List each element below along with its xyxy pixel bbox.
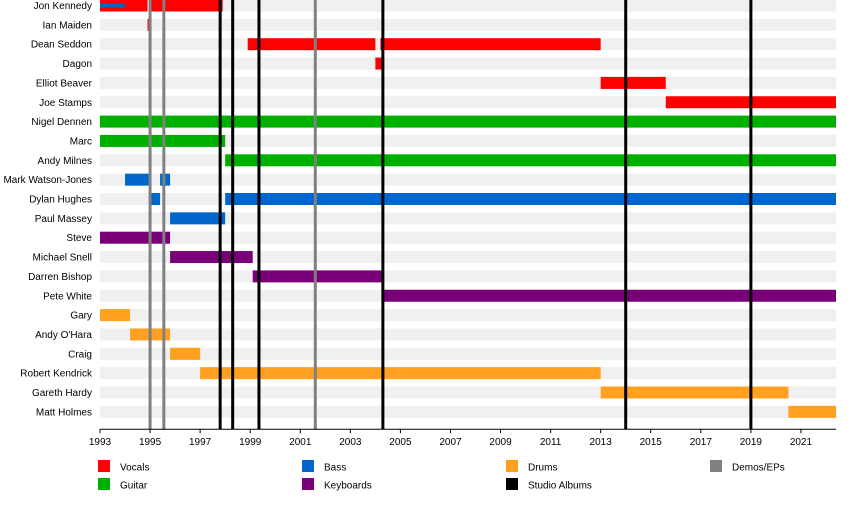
x-tick-label: 2021	[790, 437, 813, 448]
x-tick-label: 2013	[590, 437, 613, 448]
member-label: Marc	[70, 136, 92, 147]
row-band	[100, 328, 836, 341]
keyboards-legend-swatch	[302, 478, 314, 490]
row-band	[100, 173, 836, 186]
member-label: Gary	[70, 311, 92, 322]
row-bands	[100, 0, 836, 418]
x-tick-label: 2001	[289, 437, 312, 448]
bass-bar	[100, 3, 126, 8]
row-band	[100, 134, 836, 147]
row-band	[100, 309, 836, 322]
member-label: Pete White	[43, 291, 92, 302]
member-label: Craig	[68, 349, 92, 360]
member-label: Michael Snell	[33, 253, 92, 264]
bass-bar	[225, 193, 837, 205]
bass-legend-swatch	[302, 460, 314, 472]
vocals-bar	[600, 76, 666, 89]
member-labels: Jon Kennedy Ian Maiden Dean Seddon Dagon Ell…	[3, 1, 93, 418]
row-band	[100, 96, 836, 109]
keyboards-legend-label: Keyboards	[324, 481, 372, 492]
vocals-legend-swatch	[98, 460, 110, 472]
row-band	[100, 212, 836, 225]
vocals-bar	[375, 57, 382, 70]
member-label: Paul Massey	[35, 214, 92, 225]
guitar-legend-swatch	[98, 478, 110, 490]
drums-bar	[100, 309, 131, 322]
keyboards-bar	[170, 251, 253, 264]
member-label: Gareth Hardy	[32, 388, 92, 399]
member-label: Elliot Beaver	[36, 78, 93, 89]
row-band	[100, 347, 836, 360]
member-label: Mark Watson-Jones	[3, 175, 92, 186]
x-tick-label: 2007	[439, 437, 462, 448]
keyboards-bar	[100, 231, 171, 244]
x-tick-label: 2005	[389, 437, 412, 448]
member-label: Ian Maiden	[43, 20, 92, 31]
keyboards-bar	[382, 289, 836, 302]
row-band	[100, 251, 836, 264]
bass-bar	[170, 212, 226, 225]
row-band	[100, 18, 836, 31]
row-band	[100, 76, 836, 89]
row-band	[100, 270, 836, 283]
studio-legend-label: Studio Albums	[528, 481, 592, 492]
member-label: Darren Bishop	[28, 272, 92, 283]
x-tick-label: 2019	[740, 437, 763, 448]
drums-bar	[200, 367, 601, 380]
row-band	[100, 0, 836, 12]
x-tick-label: 2003	[339, 437, 362, 448]
x-tick-label: 1993	[89, 437, 112, 448]
demos-legend-swatch	[710, 460, 722, 472]
x-tick-label: 1995	[139, 437, 162, 448]
member-label: Dylan Hughes	[29, 195, 92, 206]
x-axis: 1993 1995 1997 1999 2001 2003 2005 2007 2009 2011…	[89, 428, 836, 448]
member-label: Dean Seddon	[31, 40, 92, 51]
x-tick-label: 2009	[489, 437, 512, 448]
row-band	[100, 405, 836, 418]
bass-bar	[150, 193, 161, 205]
demos-legend-label: Demos/EPs	[732, 463, 785, 474]
row-band	[100, 231, 836, 244]
member-label: Dagon	[63, 59, 92, 70]
x-tick-label: 2011	[540, 437, 562, 448]
member-label: Andy O'Hara	[35, 330, 92, 341]
member-label: Nigel Dennen	[31, 117, 92, 128]
drums-bar	[170, 347, 201, 360]
row-band	[100, 57, 836, 70]
member-label: Steve	[66, 233, 92, 244]
guitar-bar	[225, 154, 837, 167]
drums-legend-swatch	[506, 460, 518, 472]
studio-legend-swatch	[506, 478, 518, 490]
drums-bar	[600, 386, 789, 399]
member-label: Joe Stamps	[39, 98, 92, 109]
member-label: Matt Holmes	[36, 407, 92, 418]
legend: Vocals Guitar Bass Keyboards Drums Studio Alb…	[98, 460, 785, 492]
vocals-bar	[150, 0, 223, 12]
x-tick-label: 2015	[640, 437, 663, 448]
guitar-bar	[100, 115, 836, 128]
x-tick-label: 2017	[690, 437, 713, 448]
member-label: Robert Kendrick	[20, 369, 93, 380]
x-tick-label: 1999	[239, 437, 262, 448]
drums-legend-label: Drums	[528, 463, 557, 474]
member-label: Jon Kennedy	[34, 1, 92, 12]
vocals-bar	[247, 38, 376, 51]
vocals-bar	[380, 38, 601, 51]
bass-bar	[125, 173, 151, 186]
member-bars	[100, 0, 837, 418]
vocals-legend-label: Vocals	[120, 463, 149, 474]
x-tick-label: 1997	[189, 437, 212, 448]
event-lines	[148, 0, 753, 430]
guitar-legend-label: Guitar	[120, 481, 148, 492]
keyboards-bar	[252, 270, 383, 283]
drums-bar	[788, 405, 836, 418]
bass-legend-label: Bass	[324, 463, 346, 474]
member-label: Andy Milnes	[38, 156, 92, 167]
